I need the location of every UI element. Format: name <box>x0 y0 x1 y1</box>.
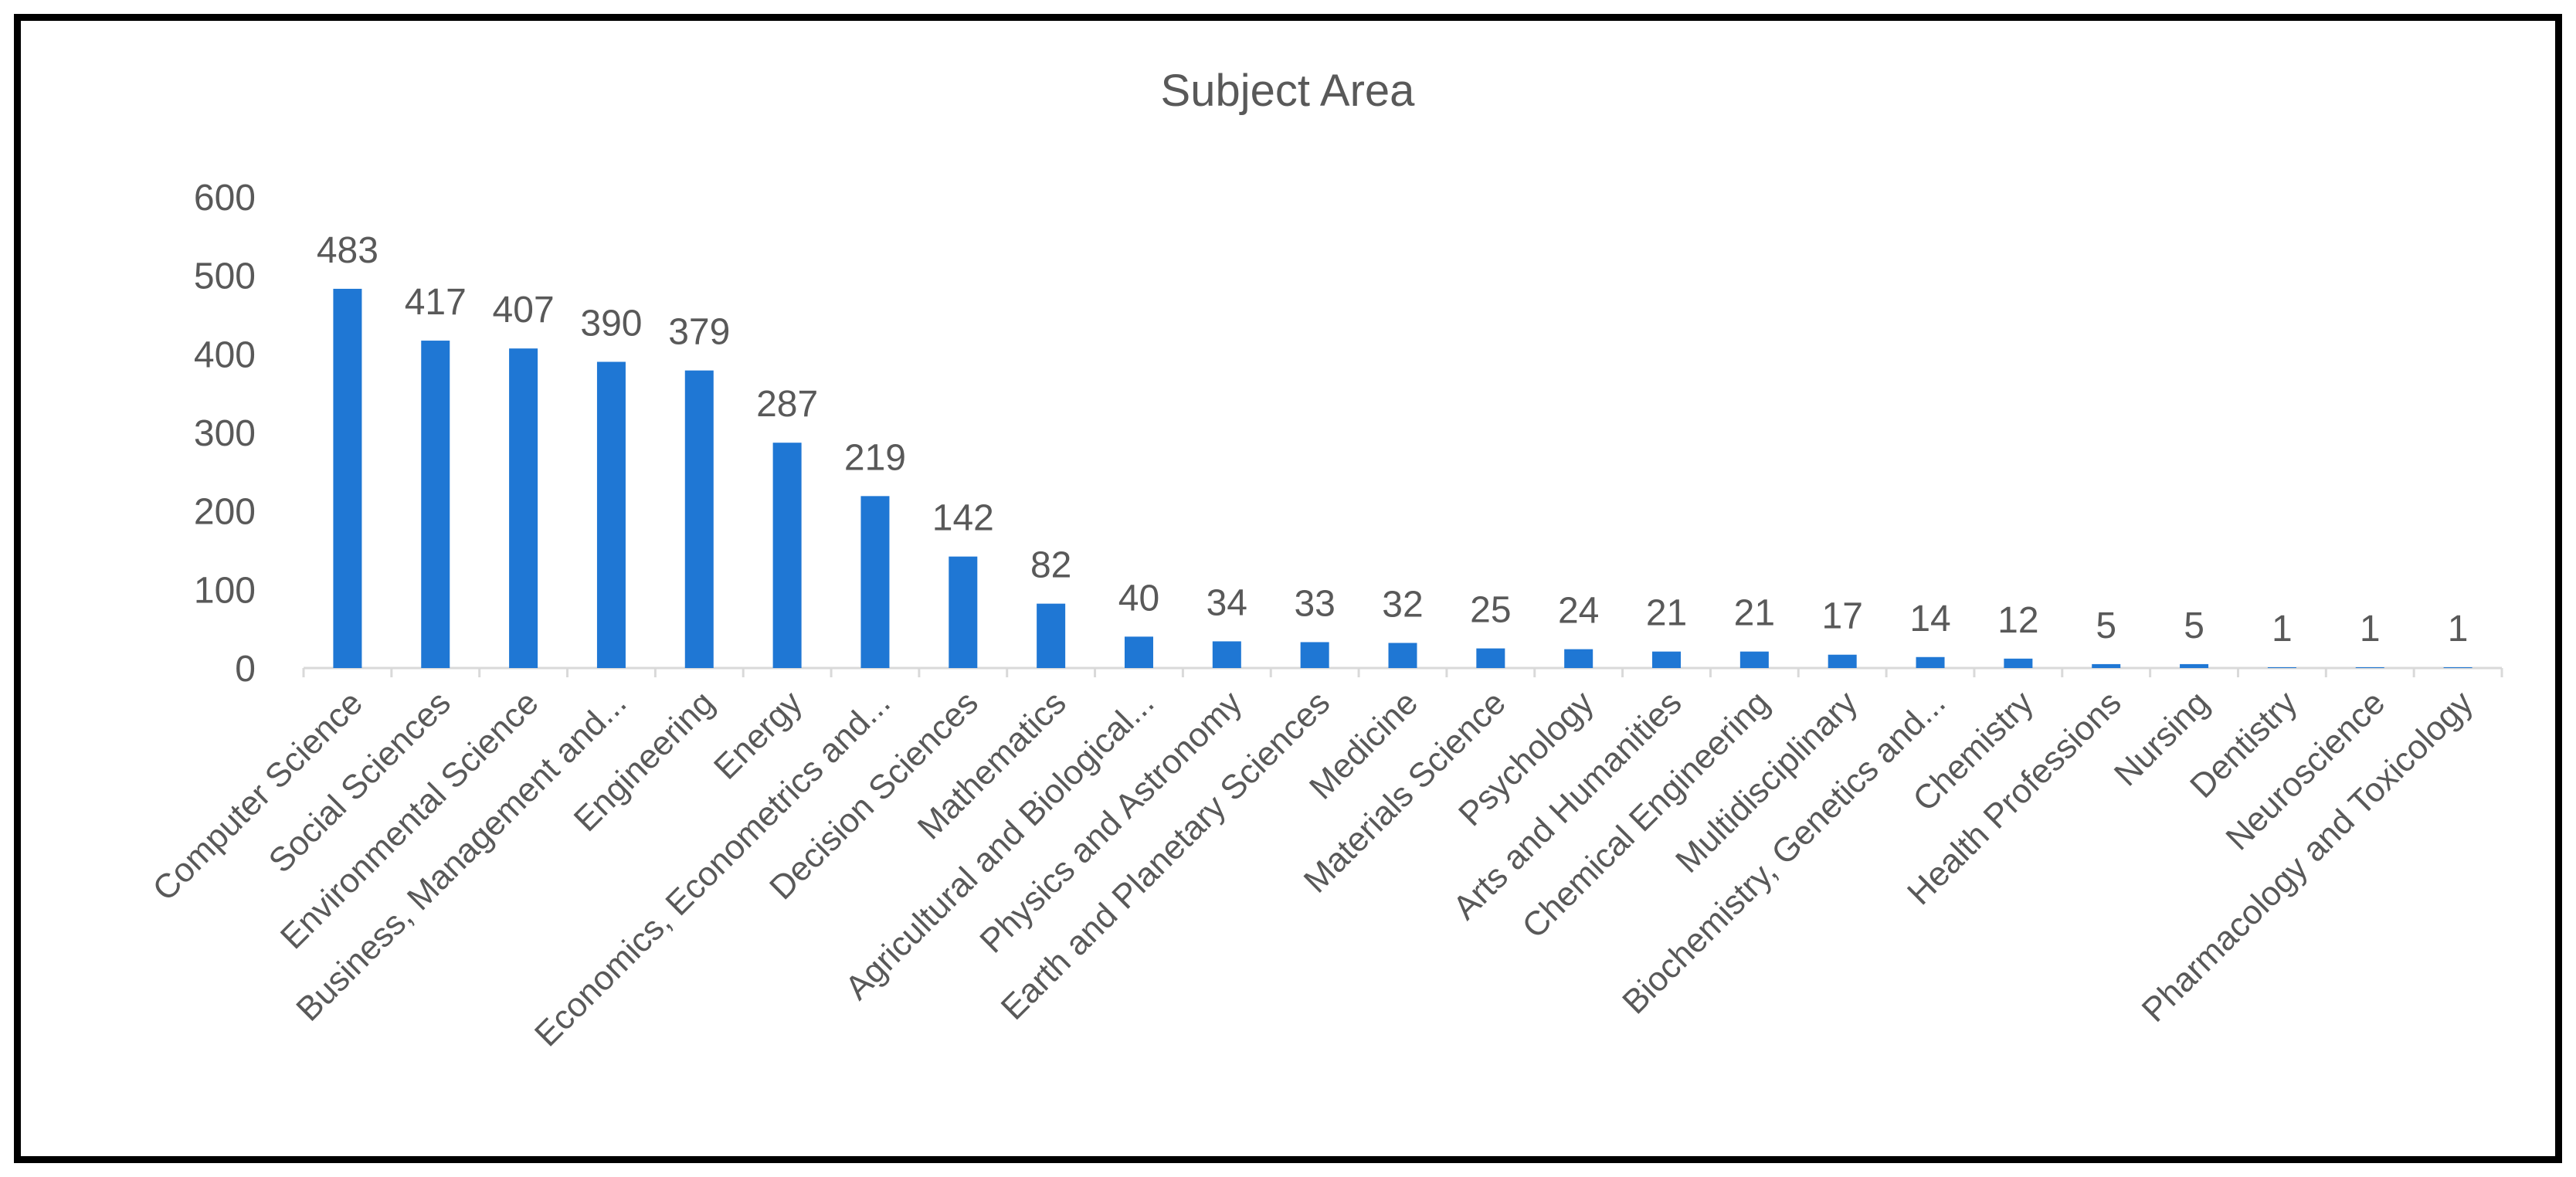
data-label: 21 <box>1734 593 1775 634</box>
data-label: 14 <box>1909 599 1950 639</box>
data-label: 24 <box>1558 591 1599 632</box>
bar <box>509 348 538 668</box>
bar <box>1916 656 1945 668</box>
y-tick-label: 200 <box>194 492 256 533</box>
data-label: 32 <box>1382 584 1423 625</box>
data-label: 40 <box>1118 578 1159 619</box>
bar <box>1037 603 1066 668</box>
y-tick-label: 300 <box>194 413 256 454</box>
bar <box>1212 641 1241 668</box>
data-label: 407 <box>493 290 555 331</box>
bar <box>2443 667 2472 668</box>
data-label: 1 <box>2360 609 2381 650</box>
x-axis <box>302 667 2503 677</box>
y-tick-label: 600 <box>194 178 256 219</box>
bar <box>772 443 802 668</box>
data-label: 21 <box>1646 593 1687 634</box>
data-label: 25 <box>1470 590 1511 631</box>
bar <box>2092 663 2121 668</box>
data-label: 483 <box>317 230 378 271</box>
bar <box>2267 667 2296 668</box>
data-label: 142 <box>932 498 994 539</box>
bar <box>421 341 450 668</box>
data-label: 417 <box>405 282 467 323</box>
data-label: 390 <box>580 304 642 344</box>
bar <box>333 288 362 668</box>
data-label: 34 <box>1207 582 1247 623</box>
bar <box>596 361 626 668</box>
bar <box>1564 649 1593 668</box>
bar <box>2180 663 2209 668</box>
y-tick-label: 400 <box>194 334 256 375</box>
data-labels: 483 417 407 390 379 287 219 142 82 40 34 33 32 25 24 21… <box>317 230 2469 650</box>
bar <box>1739 651 1769 668</box>
bar <box>1124 636 1153 668</box>
data-label: 12 <box>1997 600 2038 641</box>
data-label: 33 <box>1294 583 1335 624</box>
bar <box>1388 643 1417 668</box>
data-label: 5 <box>2096 605 2116 646</box>
y-tick-label: 500 <box>194 256 256 297</box>
data-label: 82 <box>1030 545 1071 586</box>
data-label: 1 <box>2448 609 2469 650</box>
data-label: 379 <box>668 312 730 353</box>
data-label: 5 <box>2184 605 2204 646</box>
bar <box>1828 654 1857 668</box>
bar <box>1300 642 1329 668</box>
bar <box>860 496 890 668</box>
y-axis: 0 100 200 300 400 500 600 <box>194 178 256 690</box>
data-label: 219 <box>844 437 906 478</box>
x-tick-label: Biochemistry, Genetics and... <box>1615 683 1953 1021</box>
bar <box>1476 648 1505 668</box>
chart-title: Subject Area <box>1161 66 1416 116</box>
y-tick-label: 100 <box>194 570 256 611</box>
data-label: 287 <box>756 384 818 425</box>
data-label: 17 <box>1822 596 1863 637</box>
bar <box>2355 667 2384 668</box>
chart-frame: Subject Area 0 100 200 300 400 500 600 483 417 4… <box>14 14 2562 1163</box>
bar <box>684 370 714 668</box>
bar <box>2004 658 2033 668</box>
bar <box>949 556 978 668</box>
data-label: 1 <box>2272 609 2293 650</box>
bar <box>1652 651 1682 668</box>
y-tick-label: 0 <box>235 649 256 690</box>
bars <box>333 288 2472 668</box>
